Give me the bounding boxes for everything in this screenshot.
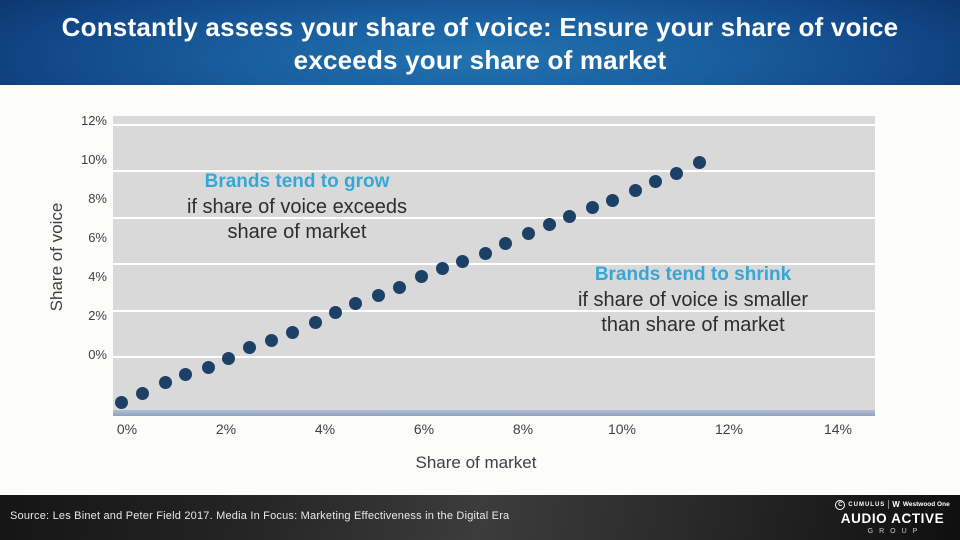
y-tick-label: 6%	[88, 230, 107, 245]
x-axis-title: Share of market	[415, 453, 537, 472]
scatter-point	[265, 334, 279, 348]
slide-title: Constantly assess your share of voice: E…	[0, 11, 960, 77]
plot-bottom-shadow	[113, 410, 875, 416]
scatter-point	[349, 297, 363, 311]
scatter-point	[435, 262, 449, 276]
x-tick-label: 8%	[512, 421, 534, 437]
scatter-point	[692, 156, 706, 170]
annotation-grow-line3: share of market	[227, 221, 367, 243]
annotation-shrink-headline: Brands tend to shrink	[594, 264, 792, 285]
y-tick-label: 8%	[88, 191, 107, 206]
westwood-one-label: Westwood One	[902, 501, 950, 508]
x-tick-label: 4%	[314, 421, 336, 437]
scatter-point	[158, 376, 172, 390]
x-tick-label: 12%	[714, 421, 744, 437]
group-label: GROUP	[867, 528, 924, 535]
scatter-point	[392, 280, 406, 294]
slide-footer: Source: Les Binet and Peter Field 2017. …	[0, 495, 960, 540]
scatter-point	[135, 386, 149, 400]
scatter-point	[669, 166, 683, 180]
x-tick-label: 14%	[823, 421, 853, 437]
annotation-shrink-line2: if share of voice is smaller	[577, 289, 809, 311]
gridline	[113, 216, 875, 219]
scatter-point	[201, 360, 215, 374]
gridline	[113, 309, 875, 312]
x-tick-label: 0%	[116, 421, 138, 437]
scatter-point	[542, 217, 556, 231]
scatter-point	[479, 247, 493, 261]
gridline	[113, 263, 875, 265]
scatter-point	[562, 209, 576, 223]
scatter-point	[329, 306, 343, 320]
brand-logos-row: C CUMULUS W Westwood One	[835, 499, 950, 510]
source-citation: Source: Les Binet and Peter Field 2017. …	[10, 510, 510, 522]
y-tick-label: 12%	[80, 113, 107, 128]
y-tick-label: 0%	[88, 347, 107, 362]
scatter-point	[522, 227, 536, 241]
y-tick-label: 4%	[88, 269, 107, 284]
cumulus-label: CUMULUS	[848, 501, 886, 508]
audio-active-label: AUDIO ACTIVE	[840, 511, 945, 526]
annotation-grow: Brands tend to grow if share of voice ex…	[140, 169, 454, 245]
scatter-point	[585, 200, 599, 214]
x-tick-label: 10%	[607, 421, 637, 437]
gridline	[113, 356, 875, 358]
scatter-point	[222, 351, 236, 365]
brand-logo-block: C CUMULUS W Westwood One AUDIO ACTIVE GR…	[835, 499, 950, 536]
scatter-point	[308, 315, 322, 329]
scatter-point	[115, 395, 129, 409]
y-tick-label: 10%	[80, 152, 107, 167]
x-tick-label: 2%	[215, 421, 237, 437]
y-axis-title: Share of voice	[47, 202, 66, 312]
annotation-shrink-line3: than share of market	[601, 314, 785, 336]
scatter-point	[178, 367, 192, 381]
slide-header: Constantly assess your share of voice: E…	[0, 0, 960, 85]
scatter-point	[372, 288, 386, 302]
annotation-grow-headline: Brands tend to grow	[204, 171, 390, 192]
plot-area	[113, 116, 875, 410]
scatter-point	[415, 270, 429, 284]
scatter-point	[242, 341, 256, 355]
scatter-point	[629, 184, 643, 198]
annotation-grow-line2: if share of voice exceeds	[186, 196, 408, 218]
scatter-point	[649, 174, 663, 188]
y-tick-label: 2%	[88, 308, 107, 323]
scatter-point	[285, 326, 299, 340]
annotation-shrink: Brands tend to shrink if share of voice …	[533, 262, 853, 338]
westwood-one-logo-icon: W	[892, 500, 900, 509]
gridline	[113, 170, 875, 172]
slide-title-line2: exceeds your share of market	[293, 45, 667, 75]
cumulus-logo-icon: C	[835, 499, 846, 510]
x-tick-label: 6%	[413, 421, 435, 437]
slide-title-line1: Constantly assess your share of voice: E…	[61, 12, 899, 42]
brand-divider	[888, 500, 890, 509]
scatter-point	[456, 255, 470, 269]
scatter-point	[499, 236, 513, 250]
gridline	[113, 123, 875, 126]
scatter-point	[606, 193, 620, 207]
